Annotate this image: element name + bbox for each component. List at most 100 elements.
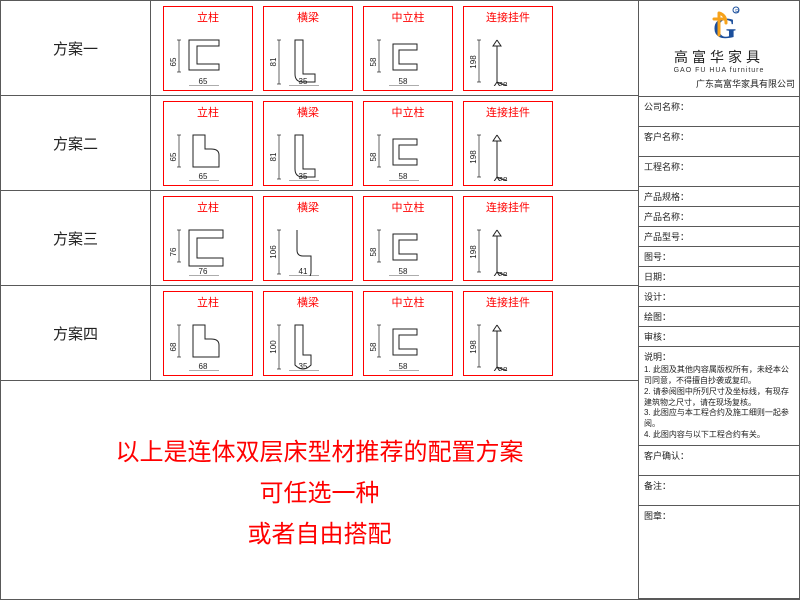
profile-title: 立柱 — [197, 294, 219, 310]
svg-text:65: 65 — [169, 152, 178, 161]
svg-text:41: 41 — [299, 267, 308, 276]
footer-line3: 或者自由搭配 — [248, 514, 392, 549]
plan-label: 方案三 — [1, 191, 151, 285]
note-2: 2. 请参阅图中所列尺寸及坐标线，有现存建筑物之尺寸，请在现场复核。 — [644, 387, 794, 409]
svg-text:58: 58 — [399, 267, 408, 276]
svg-text:28: 28 — [499, 271, 508, 276]
field-draw: 绘图： — [639, 307, 799, 327]
plan-label: 方案二 — [1, 96, 151, 190]
title-block-sidebar: R G 高富华家具 GAO FU HUA furniture 广东高富华家具有限… — [639, 1, 799, 599]
profile-box: 横梁 106 41 — [263, 196, 353, 281]
profile-title: 立柱 — [197, 104, 219, 120]
profile-shape-icon: 58 58 — [365, 121, 451, 181]
profile-shape-icon: 81 35 — [265, 121, 351, 181]
profile-shape-icon: 68 68 — [165, 311, 251, 371]
profile-title: 连接挂件 — [486, 199, 530, 215]
svg-text:68: 68 — [199, 362, 208, 371]
svg-text:106: 106 — [269, 244, 278, 258]
profile-shape-icon: 76 76 — [165, 216, 251, 276]
plan-row: 方案三立柱 76 76 横梁 106 41 中立柱 58 58 连接挂件 198… — [1, 191, 638, 286]
profile-title: 中立柱 — [392, 199, 425, 215]
plan-row: 方案四立柱 68 68 横梁 100 35 中立柱 58 58 连接挂件 198… — [1, 286, 638, 381]
plan-row: 方案二立柱 65 65 横梁 81 35 中立柱 58 58 连接挂件 198 … — [1, 96, 638, 191]
svg-text:76: 76 — [169, 247, 178, 256]
svg-text:198: 198 — [469, 339, 478, 353]
profile-title: 连接挂件 — [486, 294, 530, 310]
profile-box: 立柱 76 76 — [163, 196, 253, 281]
profile-title: 横梁 — [297, 9, 319, 25]
profiles-container: 立柱 68 68 横梁 100 35 中立柱 58 58 连接挂件 198 28 — [151, 286, 638, 380]
profile-box: 中立柱 58 58 — [363, 291, 453, 376]
drawing-sheet: 方案一立柱 65 65 横梁 81 35 中立柱 58 58 连接挂件 198 … — [0, 0, 800, 600]
profile-shape-icon: 198 28 — [465, 121, 551, 181]
profile-box: 中立柱 58 58 — [363, 6, 453, 91]
svg-text:58: 58 — [369, 57, 378, 66]
notes-head: 说明： — [644, 351, 794, 363]
svg-text:35: 35 — [299, 362, 308, 371]
note-1: 1. 此图及其他内容属版权所有，未经本公司同意，不得擅自抄袭或复印。 — [644, 365, 794, 387]
profiles-container: 立柱 76 76 横梁 106 41 中立柱 58 58 连接挂件 198 28 — [151, 191, 638, 285]
svg-text:198: 198 — [469, 54, 478, 68]
svg-text:81: 81 — [269, 57, 278, 66]
profile-title: 立柱 — [197, 9, 219, 25]
svg-text:58: 58 — [399, 362, 408, 371]
company-sub: 广东高富华家具有限公司 — [643, 77, 795, 90]
footer-note: 以上是连体双层床型材推荐的配置方案 可任选一种 或者自由搭配 — [1, 381, 638, 599]
svg-text:58: 58 — [369, 152, 378, 161]
profile-shape-icon: 58 58 — [365, 26, 451, 86]
svg-text:58: 58 — [399, 172, 408, 181]
profile-title: 中立柱 — [392, 294, 425, 310]
field-drawno: 图号： — [639, 247, 799, 267]
profile-title: 横梁 — [297, 199, 319, 215]
profile-box: 横梁 100 35 — [263, 291, 353, 376]
profile-box: 立柱 68 68 — [163, 291, 253, 376]
company-logo-icon: R G — [696, 5, 742, 45]
profile-box: 立柱 65 65 — [163, 101, 253, 186]
svg-text:35: 35 — [299, 172, 308, 181]
profile-shape-icon: 198 28 — [465, 216, 551, 276]
svg-text:58: 58 — [369, 342, 378, 351]
field-design: 设计： — [639, 287, 799, 307]
profile-box: 中立柱 58 58 — [363, 196, 453, 281]
svg-text:65: 65 — [199, 172, 208, 181]
field-company: 公司名称： — [639, 97, 799, 127]
notes-block: 说明： 1. 此图及其他内容属版权所有，未经本公司同意，不得擅自抄袭或复印。 2… — [639, 347, 799, 446]
field-client: 客户名称： — [639, 127, 799, 157]
svg-text:65: 65 — [169, 57, 178, 66]
main-area: 方案一立柱 65 65 横梁 81 35 中立柱 58 58 连接挂件 198 … — [1, 1, 639, 599]
profile-shape-icon: 65 65 — [165, 121, 251, 181]
note-4: 4. 此图内容与以下工程合约有关。 — [644, 430, 794, 441]
field-pname: 产品名称： — [639, 207, 799, 227]
field-project: 工程名称： — [639, 157, 799, 187]
plan-label: 方案一 — [1, 1, 151, 95]
profile-title: 横梁 — [297, 294, 319, 310]
svg-text:68: 68 — [169, 342, 178, 351]
profile-shape-icon: 65 65 — [165, 26, 251, 86]
field-date: 日期： — [639, 267, 799, 287]
profile-box: 横梁 81 35 — [263, 101, 353, 186]
plan-label: 方案四 — [1, 286, 151, 380]
field-remark: 备注： — [639, 476, 799, 506]
company-name-cn: 高富华家具 — [643, 47, 795, 67]
svg-text:198: 198 — [469, 244, 478, 258]
field-model: 产品型号： — [639, 227, 799, 247]
profiles-container: 立柱 65 65 横梁 81 35 中立柱 58 58 连接挂件 198 28 — [151, 1, 638, 95]
field-check: 审核： — [639, 327, 799, 347]
profile-shape-icon: 58 58 — [365, 216, 451, 276]
profile-box: 横梁 81 35 — [263, 6, 353, 91]
company-name-en: GAO FU HUA furniture — [643, 67, 795, 74]
profile-shape-icon: 81 35 — [265, 26, 351, 86]
profile-box: 连接挂件 198 28 — [463, 291, 553, 376]
field-stamp: 图章： — [639, 506, 799, 599]
svg-text:65: 65 — [199, 77, 208, 86]
profile-shape-icon: 100 35 — [265, 311, 351, 371]
svg-text:58: 58 — [369, 247, 378, 256]
profile-box: 连接挂件 198 28 — [463, 101, 553, 186]
footer-line1: 以上是连体双层床型材推荐的配置方案 — [116, 432, 524, 467]
profile-title: 连接挂件 — [486, 104, 530, 120]
svg-text:28: 28 — [499, 176, 508, 181]
field-spec: 产品规格： — [639, 187, 799, 207]
profile-title: 中立柱 — [392, 104, 425, 120]
logo-block: R G 高富华家具 GAO FU HUA furniture 广东高富华家具有限… — [639, 1, 799, 97]
profile-box: 连接挂件 198 28 — [463, 196, 553, 281]
